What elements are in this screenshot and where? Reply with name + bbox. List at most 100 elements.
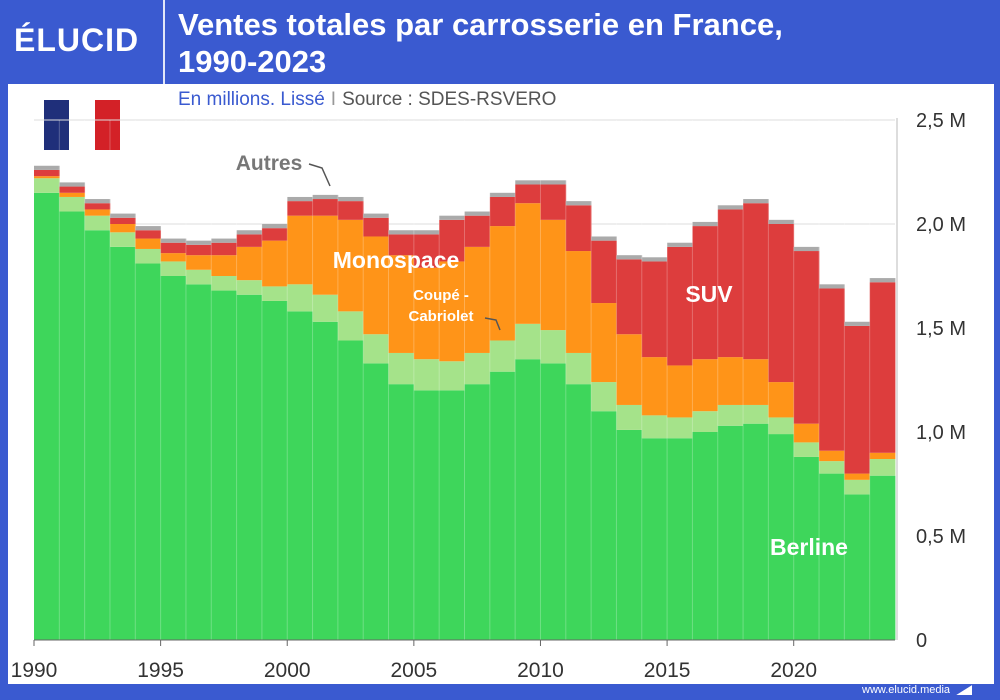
bar-segment-coup-cabriolet <box>160 261 187 276</box>
bar-segment-berline <box>768 434 795 640</box>
bar-segment-berline <box>819 473 845 640</box>
bar-segment-coup-cabriolet <box>185 269 212 285</box>
bar-segment-suv <box>59 186 86 193</box>
units-note: En millions. Lissé <box>178 89 325 110</box>
bar-segment-autres <box>211 238 237 243</box>
bar-segment-berline <box>109 246 136 640</box>
bar-segment-monospace <box>287 215 313 285</box>
bar-segment-berline <box>667 438 693 640</box>
elucid-logo[interactable]: ÉLUCID <box>14 22 140 58</box>
x-tick-label: 2015 <box>644 659 691 682</box>
bar-segment-coup-cabriolet <box>616 404 643 430</box>
bar-segment-berline <box>211 290 237 640</box>
bar-segment-coup-cabriolet <box>312 294 339 322</box>
bar-segment-suv <box>135 230 162 239</box>
source-note: Source : SDES-RSVERO <box>342 89 557 110</box>
bar-segment-berline <box>692 432 719 640</box>
bar-segment-suv <box>211 242 237 256</box>
bar-segment-monospace <box>185 255 212 270</box>
bar-segment-autres <box>236 230 263 235</box>
bar-segment-suv <box>819 288 845 451</box>
bar-segment-suv <box>565 205 592 252</box>
bar-segment-autres <box>819 284 845 289</box>
bar-segment-coup-cabriolet <box>743 404 769 424</box>
bar-segment-suv <box>312 199 339 216</box>
bar-segment-berline <box>337 340 364 640</box>
y-tick-label: 0 <box>916 630 927 652</box>
bar-segment-monospace <box>160 253 187 262</box>
bar-segment-autres <box>692 221 719 227</box>
bar-segment-monospace <box>34 176 60 179</box>
bar-segment-monospace <box>515 203 541 324</box>
bar-segment-autres <box>337 196 364 202</box>
bar-segment-berline <box>160 276 187 640</box>
chart-subtitle: En millions. Lissé I Source : SDES-RSVERO <box>178 89 556 111</box>
bar-segment-coup-cabriolet <box>287 284 313 312</box>
bar-segment-monospace <box>337 219 364 312</box>
bar-segment-autres <box>869 278 896 283</box>
bar-segment-autres <box>312 194 339 200</box>
bar-segment-suv <box>515 184 541 204</box>
bar-segment-coup-cabriolet <box>768 417 795 435</box>
bar-segment-berline <box>793 456 820 640</box>
bar-segment-berline <box>616 429 643 640</box>
bar-segment-coup-cabriolet <box>337 311 364 341</box>
bar-segment-autres <box>464 211 491 216</box>
bar-segment-suv <box>743 203 769 360</box>
bar-segment-monospace <box>591 303 617 383</box>
bar-segment-coup-cabriolet <box>489 340 516 372</box>
bar-segment-monospace <box>59 192 86 197</box>
bar-segment-autres <box>667 242 693 247</box>
bar-segment-berline <box>185 284 212 640</box>
x-tick-label: 2005 <box>390 659 437 682</box>
bar-segment-coup-cabriolet <box>844 479 871 495</box>
bar-segment-autres <box>160 238 187 243</box>
x-tick-label: 1995 <box>137 659 184 682</box>
bar-segment-berline <box>236 294 263 640</box>
bar-segment-suv <box>236 234 263 247</box>
bar-segment-suv <box>641 261 668 358</box>
flag-stripe-white <box>69 100 95 150</box>
bar-segment-coup-cabriolet <box>819 461 845 474</box>
bar-segment-monospace <box>464 246 491 353</box>
bar-segment-suv <box>616 259 643 335</box>
bar-segment-monospace <box>312 215 339 295</box>
bar-segment-autres <box>591 236 617 241</box>
bar-segment-berline <box>489 371 516 640</box>
bar-segment-autres <box>84 199 111 204</box>
label-coupe-line2: Cabriolet <box>408 308 473 325</box>
bar-segment-monospace <box>743 359 769 405</box>
bar-segment-monospace <box>540 219 567 331</box>
bar-segment-monospace <box>388 255 415 353</box>
bar-segment-suv <box>869 282 896 453</box>
bar-segment-monospace <box>692 359 719 412</box>
bar-segment-berline <box>591 411 617 640</box>
bar-segment-suv <box>667 246 693 366</box>
bar-segment-monospace <box>363 236 389 335</box>
chart-title: Ventes totales par carrosserie en France… <box>178 6 978 80</box>
label-autres: Autres <box>236 152 303 175</box>
bar-segment-autres <box>616 255 643 260</box>
y-tick-label: 2,0 M <box>916 214 966 236</box>
bar-segment-suv <box>160 242 187 254</box>
label-monospace: Monospace <box>333 247 460 273</box>
bar-segment-coup-cabriolet <box>363 334 389 364</box>
bar-segment-suv <box>717 209 744 358</box>
bar-segment-monospace <box>109 224 136 233</box>
bar-segment-suv <box>489 196 516 227</box>
bar-segment-suv <box>413 234 440 268</box>
bar-segment-autres <box>388 230 415 235</box>
x-tick-label: 2020 <box>770 659 817 682</box>
bar-segment-berline <box>413 390 440 640</box>
autres-leader-line <box>308 163 331 187</box>
x-tick-label: 2010 <box>517 659 564 682</box>
bar-segment-berline <box>363 363 389 640</box>
footer-url[interactable]: www.elucid.media <box>862 684 973 696</box>
bar-segment-berline <box>287 311 313 640</box>
bar-segment-suv <box>287 201 313 216</box>
bar-segment-monospace <box>717 357 744 405</box>
bar-segment-monospace <box>211 255 237 276</box>
coupe-leader-line <box>484 317 501 331</box>
bar-segment-monospace <box>84 209 111 216</box>
bar-segment-berline <box>388 384 415 640</box>
